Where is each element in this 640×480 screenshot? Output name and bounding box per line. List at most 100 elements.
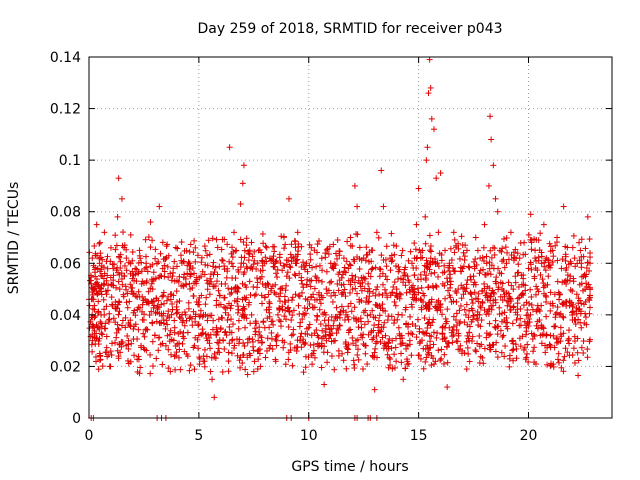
data-point — [139, 293, 146, 300]
data-point — [535, 254, 542, 261]
data-point — [182, 311, 189, 318]
data-point — [460, 249, 467, 256]
data-point — [196, 301, 203, 308]
data-point — [172, 352, 179, 359]
data-point — [376, 273, 383, 280]
data-point — [235, 325, 242, 332]
data-point — [388, 313, 395, 320]
data-point — [201, 271, 208, 278]
data-point — [299, 289, 306, 296]
data-point — [542, 267, 549, 274]
data-point — [411, 240, 418, 247]
data-point — [279, 267, 286, 274]
data-point — [517, 305, 524, 312]
data-point — [99, 363, 106, 370]
data-point — [116, 308, 123, 315]
data-point — [313, 327, 320, 334]
data-point — [226, 144, 233, 151]
data-point — [536, 317, 543, 324]
data-point — [281, 245, 288, 252]
data-point — [398, 350, 405, 357]
data-point — [347, 300, 354, 307]
data-point — [288, 258, 295, 265]
data-point — [428, 333, 435, 340]
data-point — [394, 276, 401, 283]
data-point — [154, 303, 161, 310]
data-point — [423, 263, 430, 270]
data-point — [554, 278, 561, 285]
data-point — [444, 384, 451, 391]
data-point — [427, 84, 434, 91]
data-point — [418, 276, 425, 283]
data-point — [351, 304, 358, 311]
data-point — [434, 330, 441, 337]
data-point — [295, 247, 302, 254]
data-point — [258, 249, 265, 256]
data-point — [403, 289, 410, 296]
data-point — [161, 262, 168, 269]
data-point — [344, 238, 351, 245]
data-point — [437, 357, 444, 364]
data-point — [102, 320, 109, 327]
data-point — [533, 283, 540, 290]
data-point — [441, 247, 448, 254]
data-point — [451, 268, 458, 275]
data-point — [332, 250, 339, 257]
data-point — [325, 335, 332, 342]
data-point — [209, 326, 216, 333]
data-point — [163, 243, 170, 250]
data-point — [490, 162, 497, 169]
data-point — [325, 251, 332, 258]
data-point — [336, 311, 343, 318]
data-point — [181, 322, 188, 329]
data-point — [469, 333, 476, 340]
data-point — [95, 308, 102, 315]
data-point — [411, 286, 418, 293]
data-point — [547, 307, 554, 314]
data-point — [364, 312, 371, 319]
data-point — [334, 255, 341, 262]
data-point — [129, 257, 136, 264]
data-point — [160, 289, 167, 296]
data-point — [514, 295, 521, 302]
data-point — [449, 333, 456, 340]
data-point — [373, 229, 380, 236]
data-point — [426, 56, 433, 63]
data-point — [382, 256, 389, 263]
data-point — [446, 324, 453, 331]
data-point — [580, 338, 587, 345]
data-point — [390, 320, 397, 327]
data-point — [499, 333, 506, 340]
data-point — [472, 347, 479, 354]
data-point — [513, 316, 520, 323]
data-point — [110, 265, 117, 272]
data-point — [375, 234, 382, 241]
data-point — [289, 312, 296, 319]
data-point — [285, 195, 292, 202]
data-point — [174, 245, 181, 252]
data-point — [519, 333, 526, 340]
data-point — [452, 317, 459, 324]
data-point — [587, 304, 594, 311]
y-tick-label: 0 — [72, 411, 81, 427]
data-point — [474, 247, 481, 254]
data-point — [373, 354, 380, 361]
data-point — [191, 366, 198, 373]
data-point — [340, 281, 347, 288]
data-point — [204, 317, 211, 324]
data-point — [186, 266, 193, 273]
data-point — [259, 262, 266, 269]
data-point — [240, 239, 247, 246]
data-point — [189, 265, 196, 272]
data-point — [316, 237, 323, 244]
data-point — [161, 268, 168, 275]
data-point — [272, 358, 279, 365]
data-point — [449, 265, 456, 272]
data-point — [316, 306, 323, 313]
data-point — [217, 325, 224, 332]
data-point — [379, 305, 386, 312]
data-point — [429, 319, 436, 326]
data-point — [474, 340, 481, 347]
data-point — [185, 305, 192, 312]
data-point — [586, 295, 593, 302]
